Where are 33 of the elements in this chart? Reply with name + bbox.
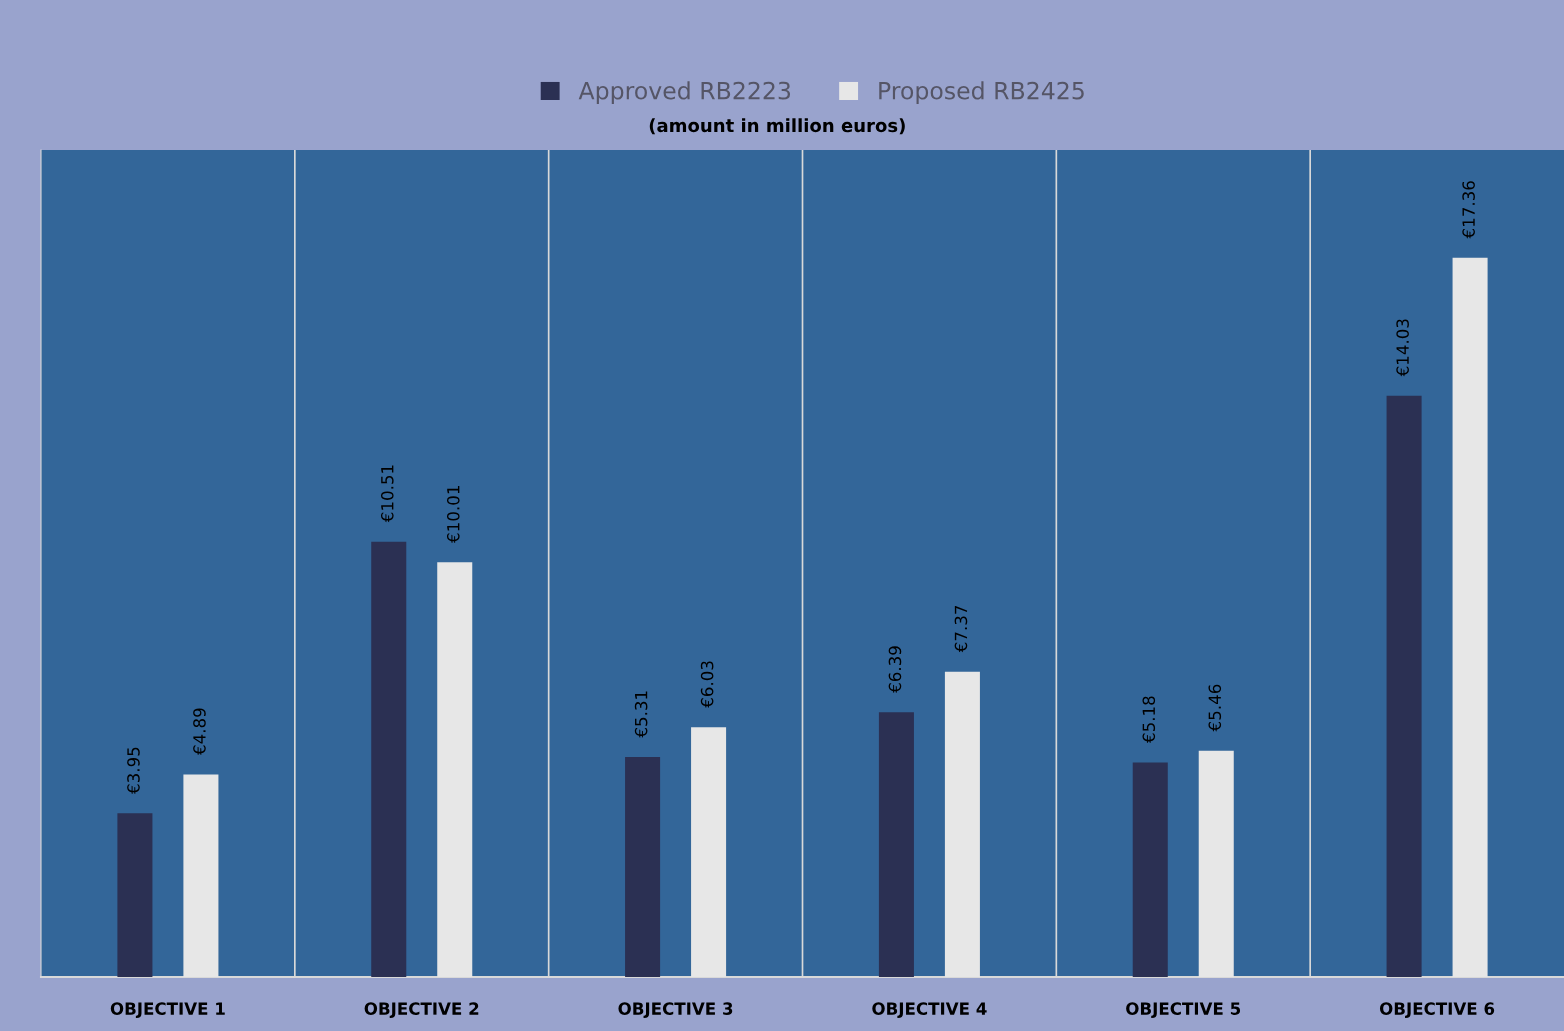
data-label: €7.37 (954, 605, 968, 653)
bar (878, 712, 914, 977)
x-tick-label: OBJECTIVE 6 (1379, 1002, 1495, 1018)
bar (117, 813, 153, 977)
data-label: €6.39 (888, 646, 902, 693)
x-tick-label: OBJECTIVE 4 (872, 1002, 987, 1018)
data-label: €3.95 (127, 747, 140, 794)
bar (625, 757, 661, 977)
data-label: €6.03 (700, 661, 714, 708)
bar (944, 671, 980, 977)
data-label: €4.89 (193, 708, 206, 755)
x-tick-label: OBJECTIVE 3 (618, 1002, 733, 1018)
chart-subtitle: (amount in million euros) (649, 118, 905, 135)
x-tick-label: OBJECTIVE 2 (364, 1002, 479, 1018)
bar (371, 541, 407, 977)
data-label: €5.18 (1142, 696, 1156, 743)
bar (437, 562, 473, 977)
bar (1198, 750, 1234, 977)
data-label: €5.31 (634, 691, 648, 738)
bar (691, 727, 727, 977)
data-label: €17.36 (1462, 181, 1475, 239)
x-tick-label: OBJECTIVE 5 (1126, 1002, 1241, 1018)
bar (1386, 395, 1422, 977)
bar (1452, 257, 1488, 977)
bar (1132, 762, 1168, 977)
x-tick-label: OBJECTIVE 1 (110, 1002, 225, 1018)
data-label: €10.51 (380, 465, 394, 523)
legend-label: Proposed RB2425 (879, 81, 1084, 105)
data-label: €14.03 (1396, 319, 1409, 377)
legend-label: Approved RB2223 (578, 81, 791, 105)
data-label: €10.01 (446, 486, 460, 543)
data-label: €5.46 (1208, 684, 1222, 732)
bar (183, 774, 219, 977)
